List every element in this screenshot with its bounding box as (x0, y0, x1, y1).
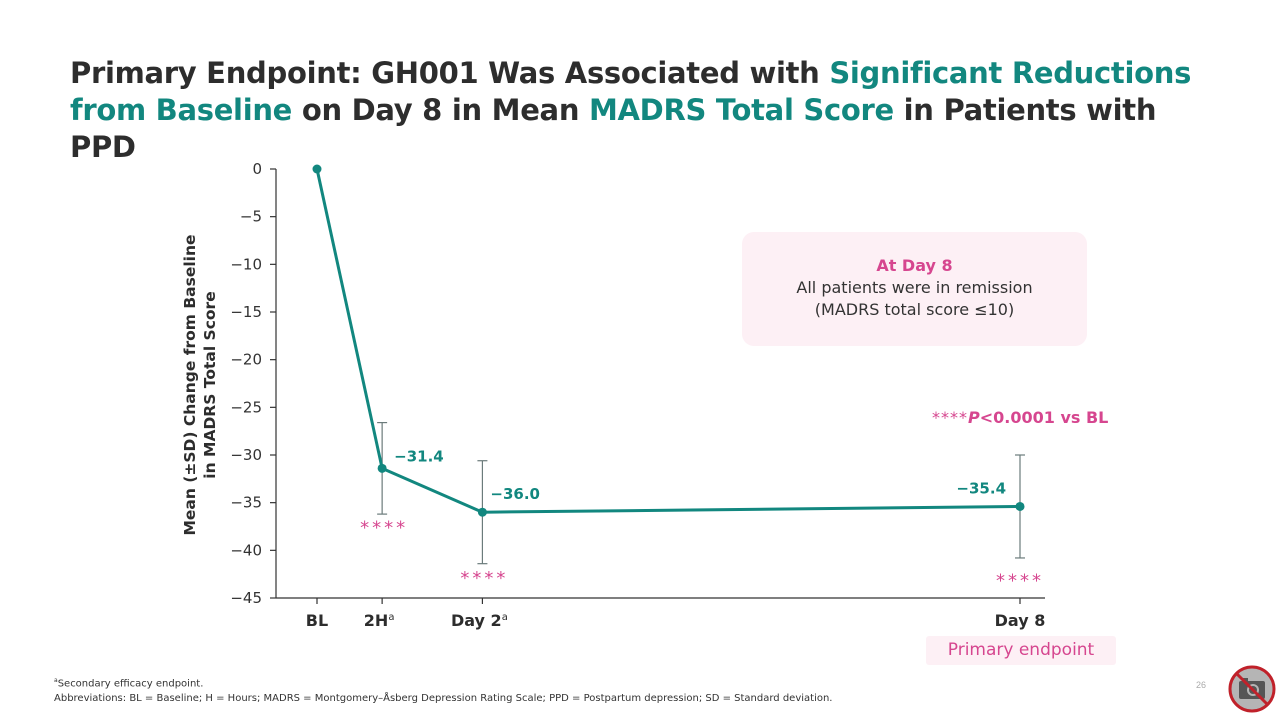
data-point (377, 463, 387, 473)
page-number: 26 (1196, 680, 1207, 690)
data-point (312, 164, 322, 174)
title-part: in Patients with PPD (70, 93, 1157, 164)
y-axis-label: Mean (±SD) Change from Baseline in MADRS… (170, 230, 230, 540)
title-highlight: Significant Reductions from Baseline (70, 56, 1192, 127)
significance-marker: **** (460, 568, 508, 589)
footnote-text: Secondary efficacy endpoint. (57, 678, 204, 690)
y-tick-label: −25 (230, 398, 262, 416)
footnote-abbreviations: Abbreviations: BL = Baseline; H = Hours;… (54, 693, 833, 705)
significance-stars: **** (932, 408, 968, 427)
y-tick-label: −20 (230, 351, 262, 369)
data-label: −36.0 (490, 485, 540, 503)
data-label: −31.4 (394, 447, 444, 465)
y-tick-label: −15 (230, 303, 262, 321)
title-part: on Day 8 in Mean (292, 93, 589, 127)
y-tick-label: −35 (230, 494, 262, 512)
title-highlight: MADRS Total Score (588, 93, 894, 127)
callout-heading: At Day 8 (876, 256, 953, 275)
x-tick-sup: a (388, 612, 394, 623)
primary-endpoint-badge: Primary endpoint (926, 636, 1116, 665)
data-label: −35.4 (956, 479, 1006, 497)
x-tick-sup: a (502, 612, 508, 623)
callout-line: (MADRS total score ≤10) (814, 300, 1015, 319)
y-tick-label: −10 (230, 255, 262, 273)
significance-marker: **** (996, 570, 1044, 591)
title-part: Primary Endpoint: GH001 Was Associated w… (70, 56, 830, 90)
data-point (1015, 501, 1025, 511)
p-value-text: <0.0001 vs BL (979, 408, 1109, 427)
p-value-note: ****P<0.0001 vs BL (932, 408, 1108, 427)
p-symbol: P (968, 408, 980, 427)
y-tick-label: 0 (252, 160, 262, 178)
series-line (312, 164, 1025, 517)
data-labels: −31.4 **** −36.0 **** −35.4 **** (360, 447, 1044, 591)
remission-callout: At Day 8 All patients were in remission … (742, 232, 1087, 346)
significance-marker: **** (360, 517, 408, 538)
footnotes: aSecondary efficacy endpoint. Abbreviati… (54, 673, 832, 706)
y-axis-label-line: Mean (±SD) Change from Baseline (181, 234, 199, 536)
error-bars (377, 421, 1025, 565)
y-axis-label-line: in MADRS Total Score (201, 291, 219, 479)
series-path (315, 168, 1021, 514)
slide-title: Primary Endpoint: GH001 Was Associated w… (70, 55, 1220, 166)
data-point (477, 507, 487, 517)
chart-axes: 0 −5 −10 −15 −20 −25 −30 −35 −40 −45 BL 2Ha Day 2a Da… (230, 160, 1045, 630)
y-tick-label: −40 (230, 541, 262, 559)
y-tick-label: −5 (240, 208, 262, 226)
x-tick-label: 2Ha (364, 611, 395, 630)
x-tick-label: BL (306, 611, 328, 630)
y-tick-label: −30 (230, 446, 262, 464)
x-tick-label: Day 2a (451, 611, 508, 630)
y-tick-label: −45 (230, 589, 262, 607)
footnote-secondary: aSecondary efficacy endpoint. (54, 673, 832, 691)
x-tick-label: Day 8 (995, 611, 1046, 630)
callout-line: All patients were in remission (796, 278, 1033, 297)
no-photography-icon (1228, 665, 1276, 713)
footnote-sup: a (54, 677, 58, 684)
